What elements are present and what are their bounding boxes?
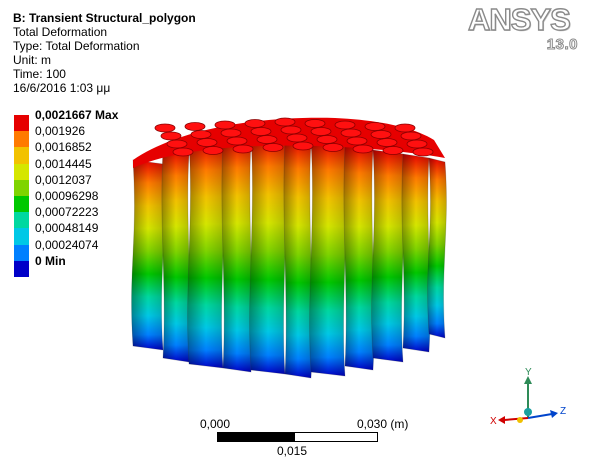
top-cell	[244, 119, 266, 128]
top-cell	[292, 141, 314, 151]
top-cell	[322, 143, 344, 152]
logo-version: 13.0	[546, 36, 578, 54]
column-shading	[343, 146, 375, 370]
scale-left-label: 0,000	[200, 417, 231, 431]
scale-bar-black	[217, 432, 296, 442]
top-cell	[262, 143, 284, 152]
column-shading	[249, 138, 287, 374]
top-cell	[166, 139, 188, 149]
z-axis-label: Z	[560, 406, 566, 417]
top-cell	[334, 120, 356, 130]
scale-right-label: 0,030 (m)	[357, 417, 409, 431]
column-shading	[221, 140, 253, 372]
top-cell	[274, 117, 296, 127]
top-cell	[226, 136, 248, 146]
top-cell	[190, 130, 212, 139]
top-cell	[346, 136, 368, 146]
legend-label: 0,0012037	[35, 172, 92, 187]
top-cell	[196, 138, 218, 147]
legend-swatch	[14, 244, 29, 261]
legend-swatch	[14, 179, 29, 196]
legend-label: 0,0014445	[35, 156, 92, 171]
top-cell	[370, 130, 392, 139]
triad-origin-marker	[517, 417, 523, 423]
column-shading	[131, 160, 165, 350]
top-cell	[400, 131, 422, 141]
legend-swatch	[14, 115, 29, 132]
legend-swatch	[14, 260, 29, 277]
top-cell	[310, 127, 332, 136]
legend-swatch	[14, 147, 29, 164]
top-cell	[304, 119, 326, 128]
top-cell	[232, 144, 254, 154]
top-cell	[172, 147, 194, 157]
scale-mid-label: 0,015	[277, 444, 308, 458]
legend-label: 0,001926	[35, 124, 86, 139]
top-cell	[154, 123, 176, 133]
column-shading	[187, 143, 225, 368]
top-cell	[286, 133, 308, 143]
column-shading	[309, 142, 347, 376]
analysis-title: B: Transient Structural_polygon	[13, 11, 196, 25]
legend-swatch	[14, 163, 29, 180]
top-cell	[340, 128, 362, 138]
top-cell	[376, 138, 398, 147]
x-axis-label: X	[490, 416, 497, 427]
coordinate-triad[interactable]: Y X Z	[490, 368, 570, 430]
top-cell	[184, 122, 206, 131]
y-axis-label: Y	[525, 368, 532, 378]
top-cell	[394, 123, 416, 133]
scale-bar-white	[294, 432, 378, 442]
y-axis-arrow-icon	[524, 376, 532, 384]
legend-label: 0,00048149	[35, 221, 99, 236]
result-time: Time: 100	[13, 67, 66, 81]
z-axis-line	[527, 413, 553, 419]
top-cell	[352, 144, 374, 154]
ansys-logo: ANSYS 13.0	[467, 2, 584, 54]
legend-label: 0,0016852	[35, 140, 92, 155]
legend-swatch	[14, 212, 29, 229]
legend-label: 0,00096298	[35, 188, 99, 203]
x-axis-line	[503, 417, 529, 421]
legend-label: 0,00072223	[35, 205, 99, 220]
z-axis-arrow-icon	[550, 410, 558, 418]
result-name: Total Deformation	[13, 25, 108, 39]
x-axis-arrow-icon	[498, 416, 505, 424]
top-cell	[280, 125, 302, 135]
top-cell	[220, 128, 242, 138]
scale-bar: 0,000 0,030 (m) 0,015	[200, 417, 420, 459]
top-cell	[250, 127, 272, 136]
top-cell	[214, 120, 236, 130]
column-shading	[161, 150, 191, 362]
legend-swatch	[14, 195, 29, 213]
top-cell	[382, 146, 404, 155]
result-info: B: Transient Structural_polygon Total De…	[13, 11, 196, 95]
top-cell	[412, 147, 434, 157]
triad-origin-sphere	[524, 408, 532, 416]
deformed-body	[131, 117, 447, 379]
top-cell	[160, 131, 182, 141]
column-shading	[427, 158, 447, 338]
top-cell	[406, 139, 428, 149]
top-cell	[364, 122, 386, 131]
result-type: Type: Total Deformation	[13, 39, 140, 53]
legend-label-max: 0,0021667 Max	[35, 108, 119, 122]
top-cell	[202, 146, 224, 155]
column-shading	[371, 150, 405, 362]
top-cap	[133, 117, 445, 168]
legend-label-min: 0 Min	[35, 253, 66, 268]
logo-wordmark: ANSYS	[467, 2, 571, 37]
legend-swatch	[14, 131, 29, 148]
result-date: 16/6/2016 1:03 μμ	[13, 81, 111, 95]
legend-label: 0,00024074	[35, 237, 99, 252]
column-shading	[283, 140, 313, 378]
result-unit: Unit: m	[13, 53, 52, 67]
legend-swatch	[14, 228, 29, 245]
column-shading	[401, 154, 431, 352]
top-cell	[316, 135, 338, 144]
top-cell	[256, 135, 278, 144]
